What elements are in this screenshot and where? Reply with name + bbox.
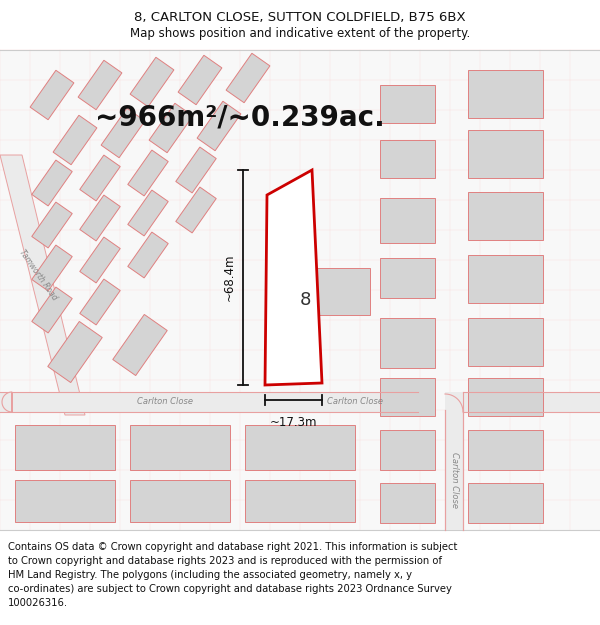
Text: co-ordinates) are subject to Crown copyright and database rights 2023 Ordnance S: co-ordinates) are subject to Crown copyr… bbox=[8, 584, 452, 594]
Polygon shape bbox=[380, 85, 435, 123]
Polygon shape bbox=[0, 155, 85, 415]
Polygon shape bbox=[30, 70, 74, 120]
Polygon shape bbox=[0, 392, 435, 412]
Polygon shape bbox=[80, 279, 120, 325]
Polygon shape bbox=[32, 202, 72, 248]
Polygon shape bbox=[197, 101, 241, 151]
Polygon shape bbox=[149, 103, 193, 152]
Polygon shape bbox=[468, 483, 543, 523]
Polygon shape bbox=[80, 155, 120, 201]
Polygon shape bbox=[380, 258, 435, 298]
Polygon shape bbox=[265, 170, 322, 385]
Polygon shape bbox=[468, 318, 543, 366]
Polygon shape bbox=[226, 53, 270, 102]
Text: ~17.3m: ~17.3m bbox=[270, 416, 317, 429]
Polygon shape bbox=[310, 268, 370, 315]
Text: Contains OS data © Crown copyright and database right 2021. This information is : Contains OS data © Crown copyright and d… bbox=[8, 542, 457, 552]
Polygon shape bbox=[128, 232, 168, 278]
Polygon shape bbox=[32, 287, 72, 333]
Text: 8: 8 bbox=[299, 291, 311, 309]
Polygon shape bbox=[0, 392, 15, 412]
Text: Carlton Close: Carlton Close bbox=[137, 396, 193, 406]
Text: 8, CARLTON CLOSE, SUTTON COLDFIELD, B75 6BX: 8, CARLTON CLOSE, SUTTON COLDFIELD, B75 … bbox=[134, 11, 466, 24]
Bar bbox=[0, 50, 600, 530]
Polygon shape bbox=[380, 430, 435, 470]
Polygon shape bbox=[468, 70, 543, 118]
Polygon shape bbox=[130, 58, 174, 107]
Polygon shape bbox=[130, 425, 230, 470]
Polygon shape bbox=[380, 318, 435, 368]
Polygon shape bbox=[176, 187, 216, 233]
Text: ~966m²/~0.239ac.: ~966m²/~0.239ac. bbox=[95, 104, 385, 132]
Polygon shape bbox=[80, 237, 120, 283]
Polygon shape bbox=[178, 55, 222, 105]
Polygon shape bbox=[468, 255, 543, 303]
Polygon shape bbox=[128, 150, 168, 196]
Polygon shape bbox=[15, 425, 115, 470]
Text: 100026316.: 100026316. bbox=[8, 598, 68, 608]
Text: HM Land Registry. The polygons (including the associated geometry, namely x, y: HM Land Registry. The polygons (includin… bbox=[8, 570, 412, 580]
Polygon shape bbox=[130, 480, 230, 522]
Polygon shape bbox=[445, 392, 463, 412]
Polygon shape bbox=[128, 190, 168, 236]
Text: ~68.4m: ~68.4m bbox=[223, 254, 235, 301]
Polygon shape bbox=[445, 402, 463, 530]
Polygon shape bbox=[380, 378, 435, 416]
Text: Carlton Close: Carlton Close bbox=[449, 452, 458, 508]
Polygon shape bbox=[245, 425, 355, 470]
Polygon shape bbox=[2, 392, 12, 412]
Text: Map shows position and indicative extent of the property.: Map shows position and indicative extent… bbox=[130, 28, 470, 41]
Polygon shape bbox=[468, 378, 543, 416]
Polygon shape bbox=[101, 108, 145, 158]
Polygon shape bbox=[380, 198, 435, 243]
Polygon shape bbox=[48, 321, 102, 382]
Polygon shape bbox=[380, 140, 435, 178]
Polygon shape bbox=[245, 480, 355, 522]
Polygon shape bbox=[32, 160, 72, 206]
Text: Carlton Close: Carlton Close bbox=[327, 396, 383, 406]
Polygon shape bbox=[53, 115, 97, 165]
Polygon shape bbox=[176, 147, 216, 193]
Text: Tamworth Road: Tamworth Road bbox=[17, 248, 59, 302]
Polygon shape bbox=[15, 480, 115, 522]
Polygon shape bbox=[32, 245, 72, 291]
Polygon shape bbox=[468, 192, 543, 240]
Polygon shape bbox=[113, 314, 167, 376]
Polygon shape bbox=[78, 60, 122, 110]
Polygon shape bbox=[468, 430, 543, 470]
Text: to Crown copyright and database rights 2023 and is reproduced with the permissio: to Crown copyright and database rights 2… bbox=[8, 556, 442, 566]
Polygon shape bbox=[380, 483, 435, 523]
Polygon shape bbox=[468, 130, 543, 178]
Polygon shape bbox=[80, 195, 120, 241]
Polygon shape bbox=[463, 392, 600, 412]
